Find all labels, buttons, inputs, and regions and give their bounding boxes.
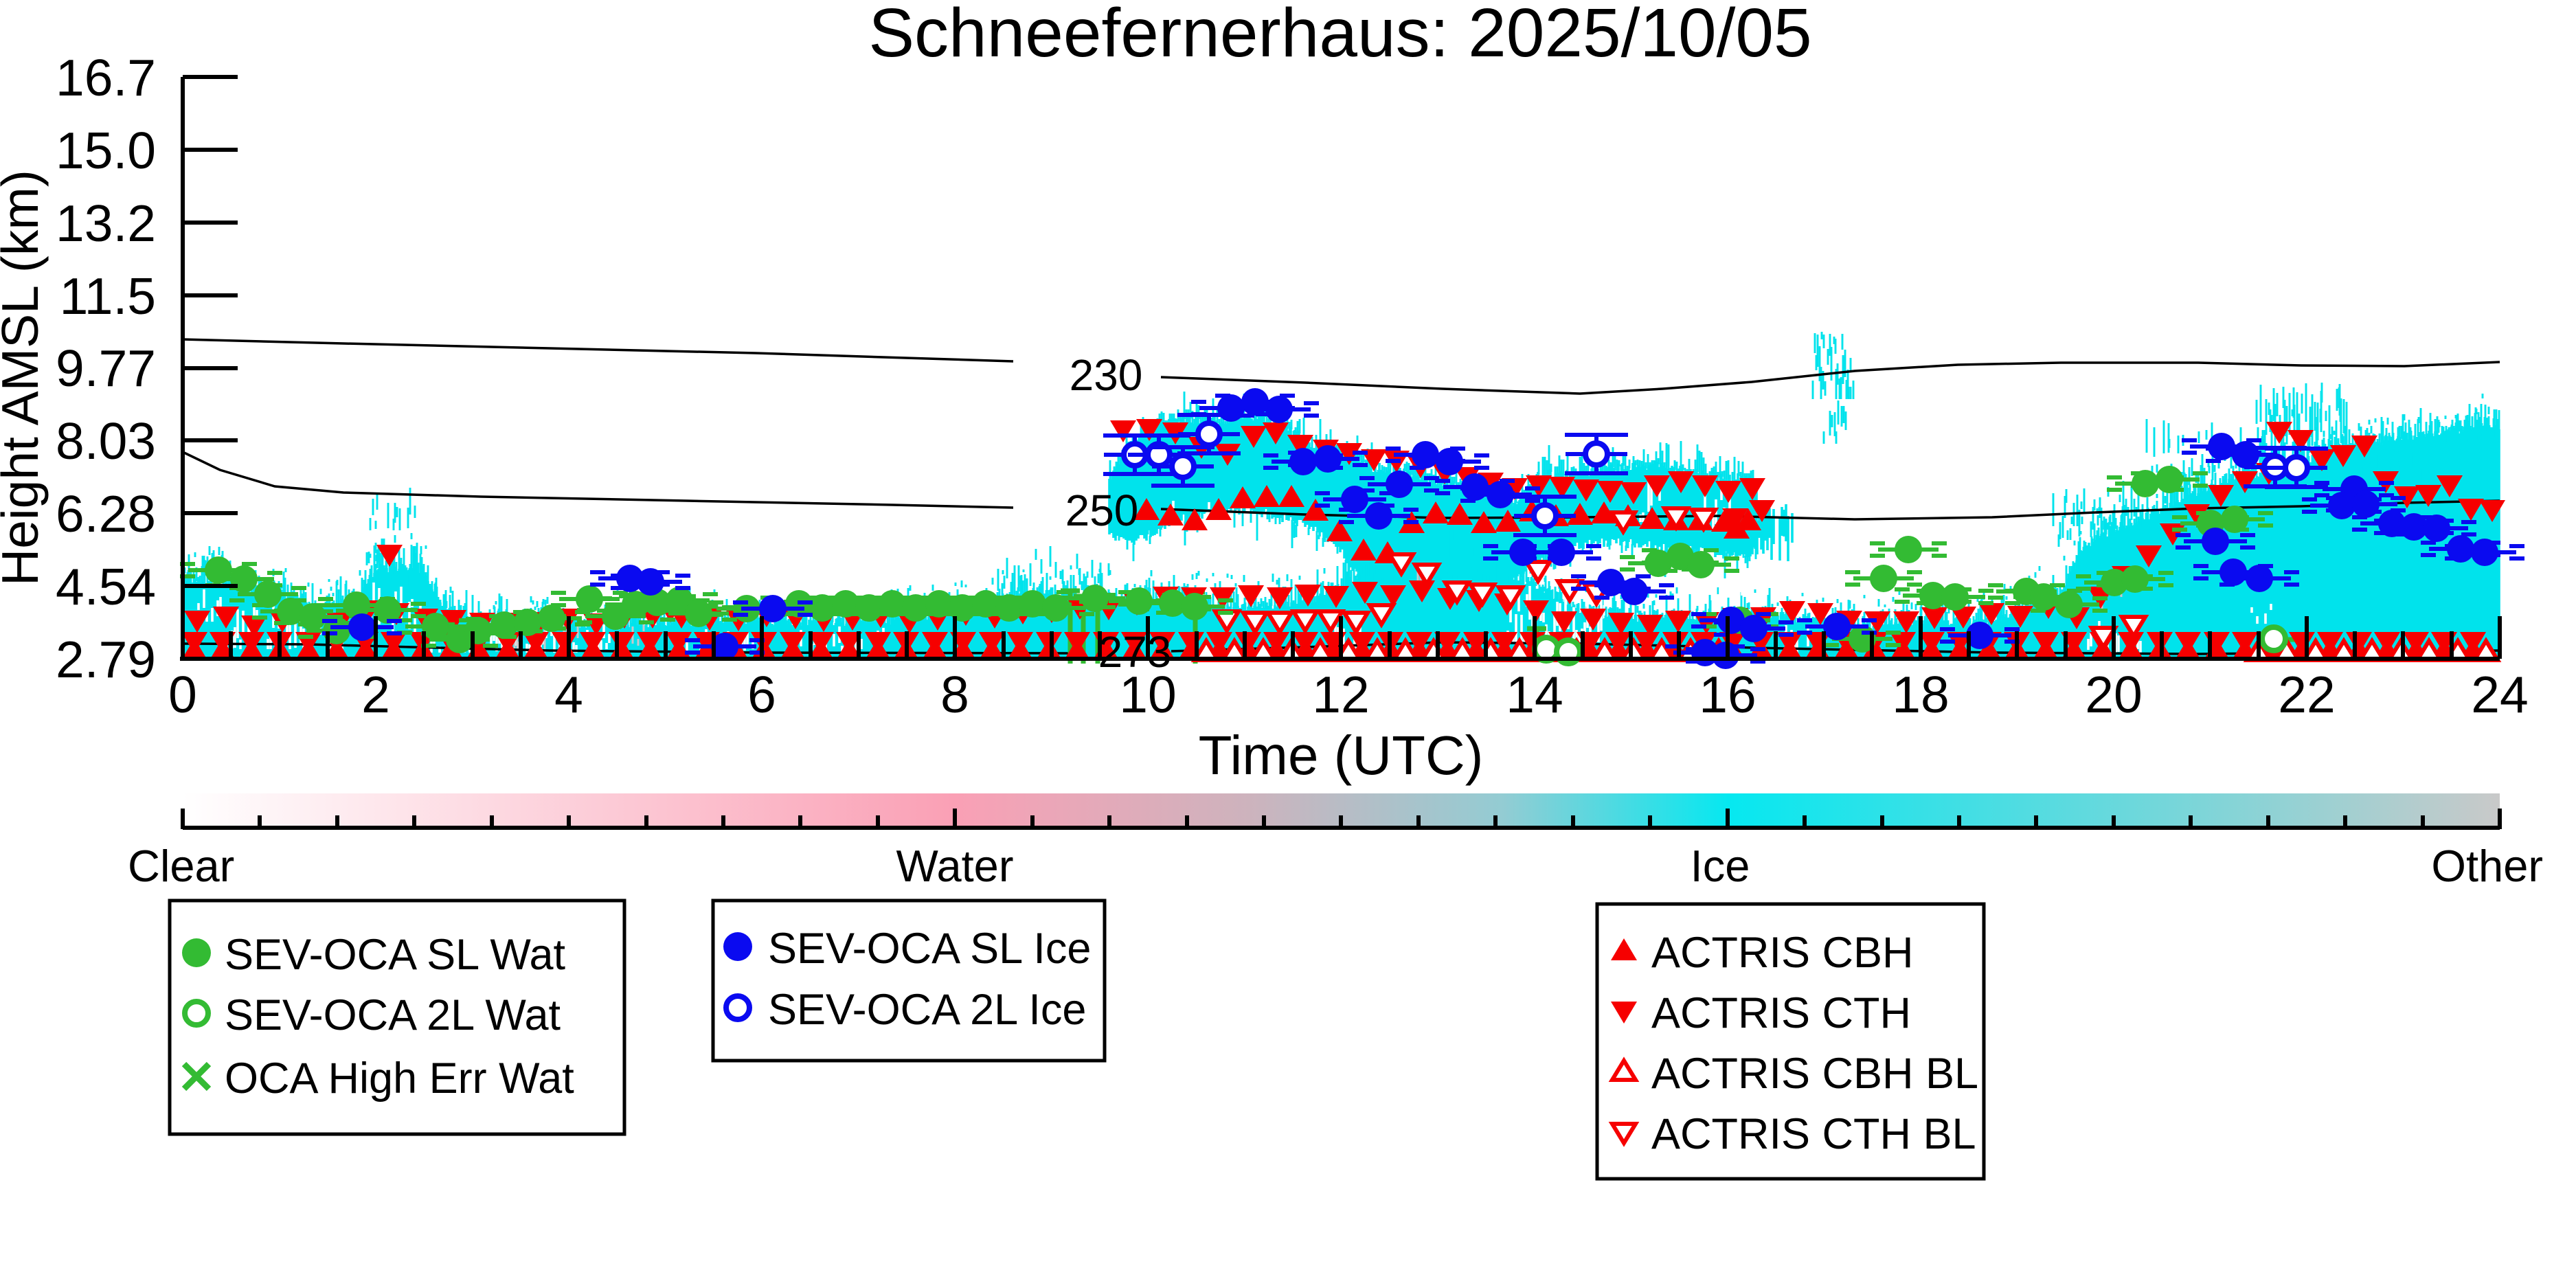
svg-text:ACTRIS CBH BL: ACTRIS CBH BL [1651, 1050, 1978, 1098]
svg-text:0: 0 [168, 666, 197, 723]
svg-text:273: 273 [1098, 627, 1172, 677]
svg-text:15.0: 15.0 [56, 122, 156, 179]
svg-text:SEV-OCA SL Ice: SEV-OCA SL Ice [768, 925, 1091, 973]
svg-text:12: 12 [1312, 666, 1369, 723]
svg-text:230: 230 [1070, 350, 1143, 400]
svg-text:Ice: Ice [1691, 841, 1750, 891]
svg-text:8.03: 8.03 [56, 412, 156, 470]
svg-text:4.54: 4.54 [56, 558, 156, 615]
svg-text:250: 250 [1065, 486, 1139, 535]
svg-text:20: 20 [2085, 666, 2142, 723]
svg-text:22: 22 [2278, 666, 2335, 723]
svg-text:14: 14 [1506, 666, 1563, 723]
svg-text:2: 2 [361, 666, 390, 723]
svg-text:OCA High Err Wat: OCA High Err Wat [225, 1054, 574, 1103]
svg-text:13.2: 13.2 [56, 194, 156, 252]
svg-text:ACTRIS CTH: ACTRIS CTH [1651, 989, 1911, 1037]
svg-text:10: 10 [1119, 666, 1176, 723]
svg-text:6.28: 6.28 [56, 485, 156, 543]
svg-text:18: 18 [1892, 666, 1949, 723]
svg-text:SEV-OCA 2L Wat: SEV-OCA 2L Wat [225, 991, 561, 1039]
svg-text:Clear: Clear [128, 841, 234, 891]
svg-text:SEV-OCA 2L Ice: SEV-OCA 2L Ice [768, 986, 1086, 1034]
svg-text:6: 6 [747, 666, 776, 723]
svg-text:16: 16 [1699, 666, 1756, 723]
svg-text:8: 8 [940, 666, 969, 723]
svg-text:ACTRIS CBH: ACTRIS CBH [1651, 929, 1914, 977]
svg-text:11.5: 11.5 [60, 267, 156, 325]
svg-text:24: 24 [2471, 666, 2528, 723]
svg-text:Other: Other [2431, 841, 2543, 891]
svg-text:9.77: 9.77 [56, 339, 156, 397]
svg-text:Schneefernerhaus: 2025/10/05: Schneefernerhaus: 2025/10/05 [868, 0, 1811, 71]
svg-text:SEV-OCA SL Wat: SEV-OCA SL Wat [225, 931, 565, 979]
svg-text:ACTRIS CTH BL: ACTRIS CTH BL [1651, 1110, 1976, 1158]
svg-text:Time (UTC): Time (UTC) [1199, 725, 1484, 786]
svg-text:16.7: 16.7 [56, 49, 156, 106]
svg-text:Height AMSL (km): Height AMSL (km) [0, 170, 49, 586]
svg-text:2.79: 2.79 [56, 631, 156, 688]
svg-text:Water: Water [896, 841, 1014, 891]
svg-text:4: 4 [554, 666, 583, 723]
